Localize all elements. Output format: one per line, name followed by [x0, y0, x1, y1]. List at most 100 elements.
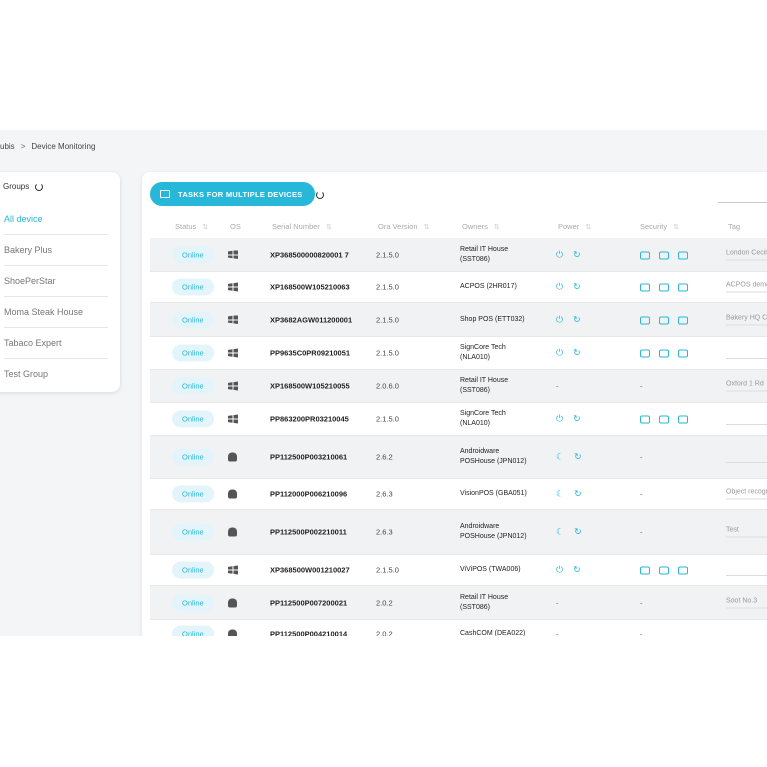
power-off-icon[interactable]: ⏻	[556, 281, 564, 292]
table-row[interactable]: Online PP112500P003210061 2.6.2 Androidware…	[150, 436, 767, 479]
column-header[interactable]: Power ⇅	[558, 222, 591, 231]
shield-icon[interactable]	[659, 316, 669, 325]
tag-field[interactable]: Bakery HQ Ce	[726, 314, 767, 325]
restart-icon[interactable]: ↻	[573, 314, 581, 324]
copy-icon[interactable]	[678, 251, 688, 260]
table-row[interactable]: Online XP3682AGW011200001 2.1.5.0 Shop POS …	[150, 303, 767, 337]
serial-number[interactable]: PP112500P007200021	[270, 598, 348, 607]
shield-icon[interactable]	[659, 566, 669, 575]
group-item[interactable]: Moma Steak House	[4, 297, 108, 328]
lock-icon[interactable]	[640, 566, 650, 575]
serial-number[interactable]: PP112500P003210061	[270, 452, 348, 462]
restart-icon[interactable]: ↻	[573, 281, 581, 292]
tag-field[interactable]: London Cecil	[726, 249, 767, 260]
sort-icon[interactable]: ⇅	[585, 224, 592, 231]
restart-icon[interactable]: ↻	[573, 564, 581, 575]
restart-icon[interactable]: ↻	[574, 526, 582, 537]
copy-icon[interactable]	[678, 316, 688, 325]
group-item[interactable]: Tabaco Expert	[4, 328, 108, 359]
column-header[interactable]: Serial Number ⇅	[272, 222, 332, 231]
tag-field[interactable]	[726, 347, 767, 359]
owner-code: (SST086)	[460, 255, 490, 263]
sleep-icon[interactable]: ☾	[556, 526, 565, 537]
sort-icon[interactable]: ⇅	[202, 224, 209, 231]
column-header[interactable]: Security ⇅	[640, 222, 679, 231]
breadcrumb-parent[interactable]: ubis	[0, 142, 15, 151]
sleep-icon[interactable]: ☾	[556, 488, 565, 499]
shield-icon[interactable]	[659, 415, 669, 424]
table-row[interactable]: Online XP368500000820001 7 2.1.5.0 Retail I…	[150, 238, 767, 272]
sort-icon[interactable]: ⇅	[423, 224, 430, 231]
status-badge: Online	[172, 625, 214, 636]
tag-field[interactable]	[726, 413, 767, 425]
lock-icon[interactable]	[640, 316, 650, 325]
shield-icon[interactable]	[659, 349, 669, 358]
tag-field[interactable]: Soot No.3	[726, 597, 767, 608]
column-header[interactable]: OS	[230, 222, 241, 231]
copy-icon[interactable]	[678, 283, 688, 292]
table-row[interactable]: Online PP112500P004210014 2.0.2 CashCOM (DE…	[150, 620, 767, 636]
shield-icon[interactable]	[659, 283, 669, 292]
tag-field[interactable]: Test	[726, 527, 767, 538]
table-row[interactable]: Online PP112500P002210011 2.6.3 Androidware…	[150, 510, 767, 555]
shield-icon[interactable]	[659, 251, 669, 260]
restart-icon[interactable]: ↻	[573, 249, 581, 259]
lock-icon[interactable]	[640, 415, 650, 424]
tag-field[interactable]: Object recogn	[726, 489, 767, 500]
refresh-icon[interactable]	[35, 182, 44, 191]
copy-icon[interactable]	[678, 415, 688, 424]
group-item[interactable]: Test Group	[4, 369, 49, 379]
table-row[interactable]: Online PP863200PR03210045 2.1.5.0 SignCore …	[150, 403, 767, 436]
serial-number[interactable]: XP168500W105210055	[270, 381, 350, 391]
serial-number[interactable]: PP9635C0PR09210051	[270, 348, 351, 358]
group-item[interactable]: All device	[4, 204, 108, 235]
tag-filter-input[interactable]	[718, 202, 767, 203]
sort-icon[interactable]: ⇅	[673, 224, 679, 231]
restart-icon[interactable]: ↻	[573, 347, 581, 358]
tag-field[interactable]	[726, 628, 767, 636]
table-row[interactable]: Online PP112000P006210096 2.6.3 VisionPOS (…	[150, 479, 767, 510]
serial-number[interactable]: PP112500P004210014	[270, 629, 348, 637]
power-off-icon[interactable]: ⏻	[556, 347, 564, 358]
sort-icon[interactable]: ⇅	[493, 224, 500, 231]
tag-field[interactable]: ACPOS demo	[726, 282, 767, 293]
power-off-icon[interactable]: ⏻	[556, 413, 564, 424]
serial-number[interactable]: XP368500W001210027	[270, 565, 350, 575]
serial-number[interactable]: XP368500000820001 7	[270, 250, 349, 259]
lock-icon[interactable]	[640, 251, 650, 260]
serial-number[interactable]: XP3682AGW011200001	[270, 315, 353, 324]
tag-field[interactable]	[726, 451, 767, 463]
serial-number[interactable]: PP112500P002210011	[270, 527, 347, 537]
column-header[interactable]: Tag	[728, 222, 740, 231]
column-header[interactable]: Owners ⇅	[462, 222, 500, 231]
restart-icon[interactable]: ↻	[573, 413, 581, 424]
table-row[interactable]: Online XP168500W105210063 2.1.5.0 ACPOS (2H…	[150, 272, 767, 303]
tasks-multiple-devices-button[interactable]: TASKS FOR MULTIPLE DEVICES	[150, 182, 315, 206]
sleep-icon[interactable]: ☾	[556, 451, 565, 462]
power-off-icon[interactable]: ⏻	[556, 564, 564, 575]
serial-number[interactable]: PP863200PR03210045	[270, 414, 349, 424]
table-row[interactable]: Online PP9635C0PR09210051 2.1.5.0 SignCore …	[150, 337, 767, 370]
column-header[interactable]: Status ⇅	[175, 222, 208, 231]
refresh-icon[interactable]	[316, 191, 324, 199]
copy-icon[interactable]	[678, 566, 688, 575]
status-badge: Online	[172, 377, 214, 395]
restart-icon[interactable]: ↻	[574, 451, 582, 462]
copy-icon[interactable]	[678, 349, 688, 358]
tag-field[interactable]: Oxford 1 Rd	[726, 381, 767, 392]
restart-icon[interactable]: ↻	[574, 488, 582, 499]
table-row[interactable]: Online PP112500P007200021 2.0.2 Retail IT H…	[150, 586, 767, 620]
power-off-icon[interactable]: ⏻	[556, 249, 564, 259]
group-item[interactable]: Bakery Plus	[4, 235, 108, 266]
sort-icon[interactable]: ⇅	[325, 224, 332, 231]
serial-number[interactable]: PP112000P006210096	[270, 489, 348, 499]
table-row[interactable]: Online XP168500W105210055 2.0.6.0 Retail IT…	[150, 370, 767, 403]
table-row[interactable]: Online XP368500W001210027 2.1.5.0 ViViPOS (…	[150, 555, 767, 586]
lock-icon[interactable]	[640, 349, 650, 358]
power-off-icon[interactable]: ⏻	[556, 314, 564, 324]
serial-number[interactable]: XP168500W105210063	[270, 282, 350, 292]
tag-field[interactable]	[726, 564, 767, 576]
column-header[interactable]: Ora Version ⇅	[378, 222, 429, 231]
group-item[interactable]: ShoePerStar	[4, 266, 108, 297]
lock-icon[interactable]	[640, 283, 650, 292]
